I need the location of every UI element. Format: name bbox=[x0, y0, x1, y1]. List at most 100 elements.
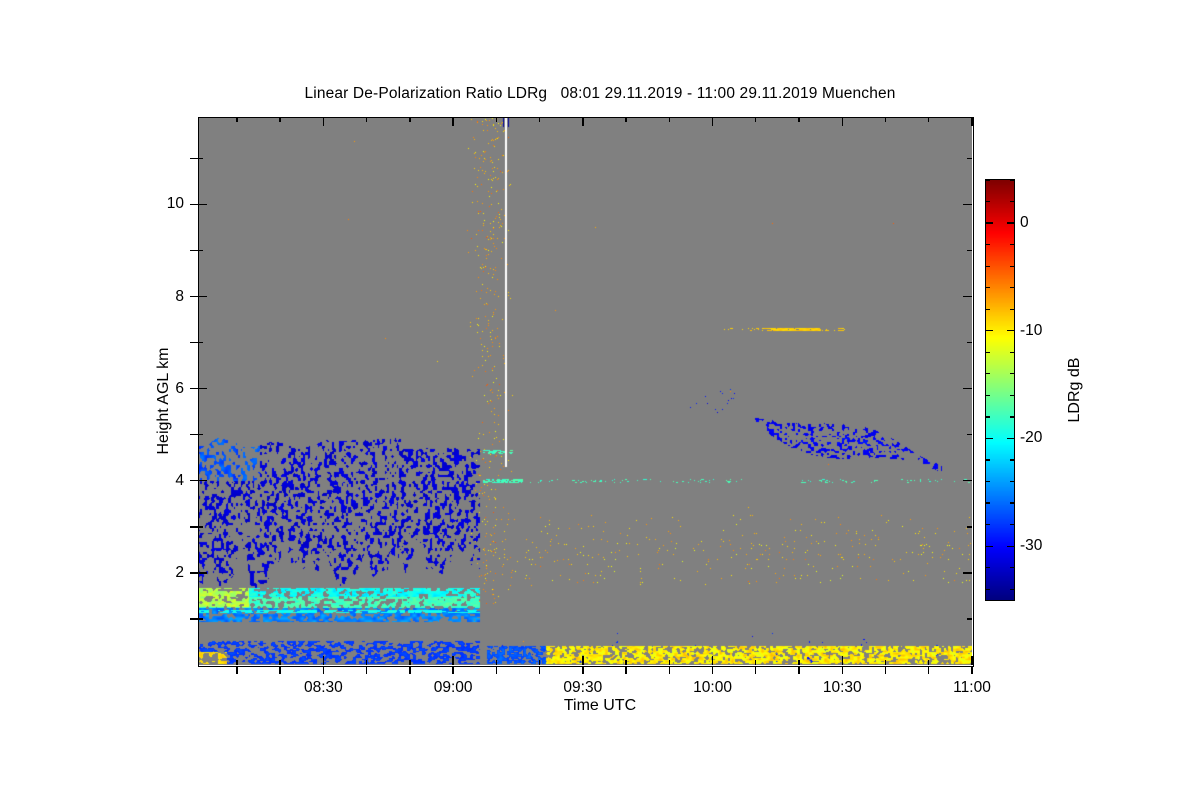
colorbar-tick-minor bbox=[1010, 567, 1014, 569]
x-tick-label: 10:30 bbox=[822, 679, 862, 696]
y-tick-label: 2 bbox=[175, 563, 184, 581]
x-tick-major-top bbox=[841, 117, 843, 126]
x-tick-minor bbox=[928, 660, 930, 665]
y-tick-outer bbox=[190, 157, 198, 160]
y-tick-major bbox=[198, 572, 207, 574]
colorbar-tick-minor bbox=[986, 244, 990, 246]
x-tick-minor-top bbox=[236, 117, 238, 122]
colorbar-tick-major bbox=[986, 222, 993, 224]
x-tick-minor-top bbox=[495, 117, 498, 122]
x-tick-minor bbox=[625, 660, 627, 665]
colorbar-tick-minor bbox=[1010, 480, 1014, 483]
x-tick-minor bbox=[538, 660, 541, 665]
colorbar-tick-minor bbox=[1010, 200, 1014, 203]
colorbar-title: LDRg dB bbox=[1066, 357, 1083, 423]
x-tick-minor bbox=[365, 660, 368, 665]
colorbar-tick-minor bbox=[986, 459, 990, 461]
colorbar-tick-minor bbox=[986, 179, 990, 181]
y-tick-major-right bbox=[963, 387, 972, 390]
x-tick-minor-top bbox=[798, 117, 800, 122]
colorbar-tick-minor bbox=[986, 416, 990, 418]
x-tick-outer bbox=[452, 666, 454, 674]
colorbar-tick-minor bbox=[986, 567, 990, 569]
x-tick-outer bbox=[582, 666, 584, 674]
colorbar-tick-minor bbox=[986, 394, 990, 396]
x-tick-label: 11:00 bbox=[953, 679, 991, 696]
y-tick-outer bbox=[190, 249, 198, 252]
x-tick-minor-top bbox=[279, 117, 281, 122]
x-tick-minor bbox=[798, 660, 800, 665]
x-tick-minor bbox=[409, 660, 411, 665]
y-tick-minor bbox=[198, 618, 203, 620]
colorbar-tick-label: -10 bbox=[1020, 321, 1043, 339]
colorbar-tick-label: 0 bbox=[1020, 214, 1029, 232]
y-tick-minor bbox=[198, 157, 203, 160]
y-tick-outer bbox=[190, 295, 198, 298]
x-tick-outer bbox=[711, 666, 714, 674]
colorbar-tick-minor bbox=[1010, 588, 1014, 590]
y-tick-minor-right bbox=[967, 249, 972, 252]
x-tick-outer bbox=[279, 666, 281, 674]
x-tick-outer bbox=[668, 666, 670, 674]
x-tick-outer bbox=[495, 666, 498, 674]
colorbar-gradient bbox=[986, 180, 1014, 600]
colorbar-tick-minor bbox=[986, 351, 990, 353]
x-tick-outer bbox=[971, 666, 973, 674]
x-tick-major-top bbox=[322, 117, 325, 126]
y-tick-minor-right bbox=[967, 526, 972, 528]
y-tick-outer bbox=[190, 526, 198, 528]
colorbar bbox=[986, 180, 1014, 600]
colorbar-tick-minor bbox=[1010, 265, 1014, 267]
x-tick-outer bbox=[928, 666, 930, 674]
colorbar-tick-major bbox=[1007, 222, 1014, 224]
y-tick-minor bbox=[198, 526, 203, 528]
x-tick-minor-top bbox=[668, 117, 670, 122]
y-tick-label: 6 bbox=[175, 379, 184, 397]
lidar-heatmap-plot bbox=[198, 117, 972, 665]
colorbar-tick-minor bbox=[986, 524, 990, 526]
y-tick-outer bbox=[190, 618, 198, 620]
chart-title: Linear De-Polarization Ratio LDRg 08:01 … bbox=[304, 85, 896, 102]
colorbar-tick-label: -30 bbox=[1020, 537, 1043, 555]
colorbar-tick-minor bbox=[986, 373, 990, 375]
x-tick-label: 09:00 bbox=[433, 679, 473, 696]
y-tick-outer bbox=[190, 341, 198, 344]
x-tick-outer bbox=[409, 666, 411, 674]
x-tick-major-top bbox=[582, 117, 584, 126]
x-tick-major bbox=[711, 656, 714, 665]
x-tick-label: 10:00 bbox=[693, 679, 732, 696]
colorbar-tick-minor bbox=[1010, 459, 1014, 461]
x-tick-minor bbox=[279, 660, 281, 665]
x-tick-major bbox=[322, 656, 325, 665]
x-tick-minor-top bbox=[409, 117, 411, 122]
colorbar-tick-minor bbox=[986, 308, 990, 310]
y-tick-minor-right bbox=[967, 341, 972, 344]
x-tick-outer bbox=[538, 666, 541, 674]
x-tick-major-top bbox=[452, 117, 454, 126]
colorbar-tick-minor bbox=[1010, 502, 1014, 504]
colorbar-tick-minor bbox=[986, 588, 990, 590]
x-tick-major-top bbox=[971, 117, 973, 126]
colorbar-tick-major bbox=[1007, 330, 1014, 332]
x-tick-outer bbox=[755, 666, 757, 674]
x-tick-outer bbox=[236, 666, 238, 674]
y-tick-minor bbox=[198, 434, 203, 436]
x-tick-minor-top bbox=[365, 117, 368, 122]
y-tick-outer bbox=[190, 434, 198, 436]
colorbar-tick-minor bbox=[1010, 308, 1014, 310]
y-tick-major bbox=[198, 480, 207, 482]
y-tick-minor bbox=[198, 249, 203, 252]
y-tick-label: 10 bbox=[166, 195, 184, 213]
y-tick-outer bbox=[190, 387, 198, 390]
x-tick-minor-top bbox=[755, 117, 757, 122]
colorbar-tick-minor bbox=[1010, 179, 1014, 181]
x-tick-minor bbox=[668, 660, 670, 665]
y-tick-minor-right bbox=[967, 434, 972, 436]
colorbar-tick-minor bbox=[986, 480, 990, 483]
y-tick-minor bbox=[198, 341, 203, 344]
colorbar-tick-minor bbox=[986, 265, 990, 267]
x-tick-minor bbox=[755, 660, 757, 665]
colorbar-tick-major bbox=[986, 437, 993, 440]
colorbar-tick-major bbox=[1007, 545, 1014, 547]
y-tick-major bbox=[198, 203, 207, 206]
